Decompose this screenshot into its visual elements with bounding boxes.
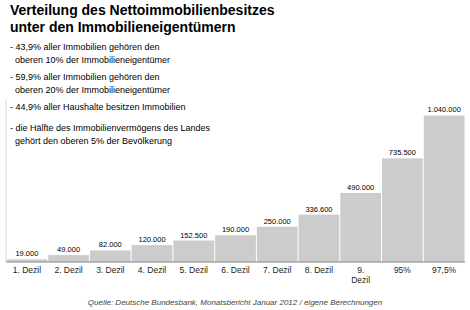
x-tick-label-line: 8. Dezil — [305, 265, 333, 275]
annotation-line: - 44,9% aller Haushalte besitzen Immobil… — [10, 102, 186, 112]
x-tick-label: 8. Dezil — [305, 265, 333, 275]
annotation-line: - die Hälfte des Immobilienvermögens des… — [10, 123, 211, 133]
bar — [48, 255, 89, 262]
bar — [340, 193, 381, 262]
x-tick-label-line: 95% — [394, 265, 411, 275]
annotation-line: - 59,9% aller Immobilien gehören den — [10, 72, 160, 82]
data-label: 490.000 — [347, 183, 374, 192]
data-label: 190.000 — [222, 225, 249, 234]
annotation: - 44,9% aller Haushalte besitzen Immobil… — [10, 102, 186, 112]
data-label: 336.600 — [305, 205, 332, 214]
data-label: 152.500 — [180, 231, 207, 240]
y-axis-line — [6, 100, 7, 262]
x-tick-label: 3. Dezil — [96, 265, 124, 275]
data-label: 49.000 — [57, 245, 80, 254]
data-label: 120.000 — [138, 235, 165, 244]
x-tick-label-line: 2. Dezil — [54, 265, 82, 275]
x-tick-label: 6. Dezil — [221, 265, 249, 275]
x-tick-label-line: 4. Dezil — [138, 265, 166, 275]
annotation-line: gehört den oberen 5% der Bevölkerung — [10, 136, 172, 146]
bar — [299, 215, 340, 262]
title-line: unter den Immobilieneigentümern — [10, 19, 236, 35]
bar — [132, 245, 173, 262]
annotation: - die Hälfte des Immobilienvermögens des… — [10, 123, 211, 146]
x-tick-label: 97,5% — [432, 265, 457, 275]
chart-container: 19.000 49.000 82.000 120.000 152.500 190.000 2… — [0, 0, 470, 310]
annotation-line: oberen 10% der Immobilieneigentümer — [10, 55, 170, 65]
title-line: Verteilung des Nettoimmobilienbesitzes — [10, 2, 275, 18]
annotation: - 59,9% aller Immobilien gehören den obe… — [10, 72, 170, 95]
x-tick-label-line: 3. Dezil — [96, 265, 124, 275]
x-tick-label: 4. Dezil — [138, 265, 166, 275]
x-tick-label: 7. Dezil — [263, 265, 291, 275]
x-tick-label-line: 97,5% — [432, 265, 457, 275]
bars — [7, 115, 465, 262]
bar — [382, 158, 423, 262]
annotation: - 43,9% aller Immobilien gehören den obe… — [10, 42, 170, 65]
x-tick-label: 2. Dezil — [54, 265, 82, 275]
source: Quelle: Deutsche Bundesbank, Monatsberic… — [88, 298, 383, 307]
x-tick-label: 9.Dezil — [351, 265, 370, 285]
data-label: 250.000 — [264, 217, 291, 226]
x-tick-label-line: 9. — [357, 265, 364, 275]
title: Verteilung des Nettoimmobilienbesitzesun… — [10, 2, 275, 35]
bar — [215, 235, 256, 262]
x-tick-label: 1. Dezil — [13, 265, 41, 275]
x-tick-label: 5. Dezil — [180, 265, 208, 275]
bar — [90, 250, 131, 262]
annotation-line: oberen 20% der Immobilieneigentümer — [10, 85, 170, 95]
x-tick-label-line: 5. Dezil — [180, 265, 208, 275]
x-tick-label-line: 1. Dezil — [13, 265, 41, 275]
data-label: 19.000 — [15, 249, 38, 258]
x-tick-label: 95% — [394, 265, 411, 275]
x-tick-label-line: Dezil — [351, 275, 370, 285]
bar — [173, 241, 214, 262]
x-tick-label-line: 6. Dezil — [221, 265, 249, 275]
bar — [257, 227, 298, 262]
data-label: 1.040.000 — [427, 105, 460, 114]
x-axis-line — [6, 262, 465, 263]
data-label: 82.000 — [99, 240, 122, 249]
data-label: 735.500 — [389, 148, 416, 157]
x-tick-label-line: 7. Dezil — [263, 265, 291, 275]
bar — [424, 115, 465, 262]
annotation-line: - 43,9% aller Immobilien gehören den — [10, 42, 160, 52]
chart-svg: 19.000 49.000 82.000 120.000 152.500 190.000 2… — [0, 0, 470, 310]
